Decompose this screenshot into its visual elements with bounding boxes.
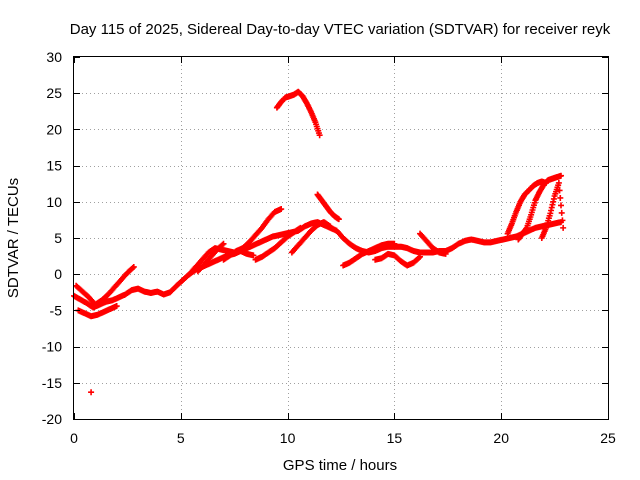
series-track-e [194,240,227,275]
series-track-b [73,263,137,308]
data-point [391,240,398,247]
data-layer [71,88,567,396]
data-point [558,209,565,216]
chart-title: Day 115 of 2025, Sidereal Day-to-day VTE… [70,21,611,38]
data-point [129,264,136,271]
x-tick-labels: 0 5 10 15 20 25 [70,430,616,446]
data-point [559,217,566,224]
y-tick-labels: -20 -15 -10 -5 0 5 10 15 20 25 30 [42,49,62,427]
y-tick-label: -15 [42,375,62,391]
data-point [558,202,565,209]
x-tick-label: 25 [600,430,616,446]
data-point [316,132,323,139]
series-track-o [515,172,565,243]
data-point [278,206,285,213]
data-point [335,216,342,223]
data-point [88,389,95,396]
data-point [113,303,120,310]
series-track-i [288,219,334,256]
series-track-g [252,224,304,263]
y-tick-label: 10 [46,194,62,210]
y-tick-label: 5 [54,230,62,246]
series-track-j [314,191,342,223]
data-point [415,254,422,261]
data-point [558,172,565,179]
y-tick-label: 15 [46,158,62,174]
x-tick-label: 15 [387,430,403,446]
series-track-c [75,303,120,320]
y-axis-label: SDTVAR / TECUs [5,178,22,298]
data-point [130,263,137,270]
y-tick-label: 30 [46,49,62,65]
series-track-p [538,179,567,241]
data-point [557,194,564,201]
y-tick-label: 25 [46,85,62,101]
series-track-m [417,230,449,257]
x-axis-label: GPS time / hours [283,457,397,474]
data-point [442,250,449,257]
y-tick-label: -10 [42,339,62,355]
tick-layer [74,57,609,420]
y-tick-label: 0 [54,266,62,282]
series-outlier [88,389,95,396]
series-track-f [220,206,285,263]
x-tick-label: 0 [70,430,78,446]
data-point [560,224,567,231]
data-point [555,179,562,186]
y-tick-label: 20 [46,121,62,137]
data-point [219,241,226,248]
series-track-k [340,240,398,269]
x-tick-label: 10 [280,430,296,446]
series-track-h [273,88,323,139]
data-point [556,187,563,194]
data-point [327,223,334,230]
x-tick-label: 5 [177,430,185,446]
data-point [417,253,424,260]
y-tick-label: -20 [42,411,62,427]
data-point [220,240,227,247]
y-tick-label: -5 [50,302,63,318]
data-point [297,224,304,231]
x-tick-label: 20 [493,430,509,446]
data-point [250,252,257,259]
plot-frame [73,56,609,420]
series-track-l [372,250,424,269]
